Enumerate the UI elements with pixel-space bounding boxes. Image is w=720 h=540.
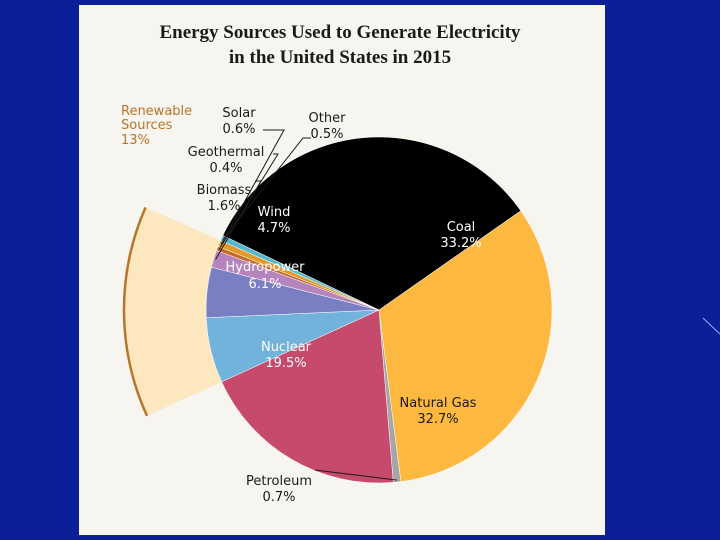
label-renewable-line-1: Renewable	[121, 104, 192, 119]
leader-line-petroleum	[314, 469, 397, 481]
decorative-stroke	[702, 317, 720, 335]
pie-slices	[205, 136, 553, 484]
chart-title-line-1: Energy Sources Used to Generate Electric…	[159, 22, 521, 43]
value-geothermal: 0.4%	[209, 161, 242, 176]
value-renewable: 13%	[121, 133, 150, 148]
label-renewable-line-2: Sources	[121, 118, 173, 133]
slice-coal	[222, 136, 522, 311]
label-coal: Coal	[447, 220, 476, 235]
value-wind: 4.7%	[257, 221, 290, 236]
slice-nuclear	[221, 309, 394, 484]
value-natural-gas: 32.7%	[417, 412, 458, 427]
leader-line-geothermal	[218, 153, 279, 250]
leader-line-other	[223, 137, 311, 240]
label-hydropower: Hydropower	[226, 260, 306, 275]
label-wind: Wind	[258, 205, 291, 220]
value-solar: 0.6%	[222, 122, 255, 137]
slice-other	[220, 235, 380, 311]
slice-natural-gas	[378, 210, 553, 482]
pie-chart: Energy Sources Used to Generate Electric…	[121, 22, 553, 505]
leader-line-biomass	[215, 180, 262, 260]
label-other: Other	[309, 111, 347, 126]
label-petroleum: Petroleum	[246, 474, 312, 489]
value-other: 0.5%	[310, 127, 343, 142]
label-biomass: Biomass	[197, 183, 252, 198]
label-solar: Solar	[222, 106, 256, 121]
leader-lines	[215, 129, 397, 481]
label-geothermal: Geothermal	[188, 145, 265, 160]
label-nuclear: Nuclear	[261, 340, 312, 355]
leader-line-solar	[220, 129, 285, 245]
label-natural-gas: Natural Gas	[400, 396, 477, 411]
value-coal: 33.2%	[440, 236, 481, 251]
chart-title-line-2: in the United States in 2015	[229, 47, 451, 68]
value-petroleum: 0.7%	[262, 490, 295, 505]
renewable-group-arc	[122, 207, 149, 417]
value-hydropower: 6.1%	[248, 277, 281, 292]
chart-panel: Energy Sources Used to Generate Electric…	[79, 5, 605, 535]
value-nuclear: 19.5%	[265, 356, 306, 371]
value-biomass: 1.6%	[207, 199, 240, 214]
